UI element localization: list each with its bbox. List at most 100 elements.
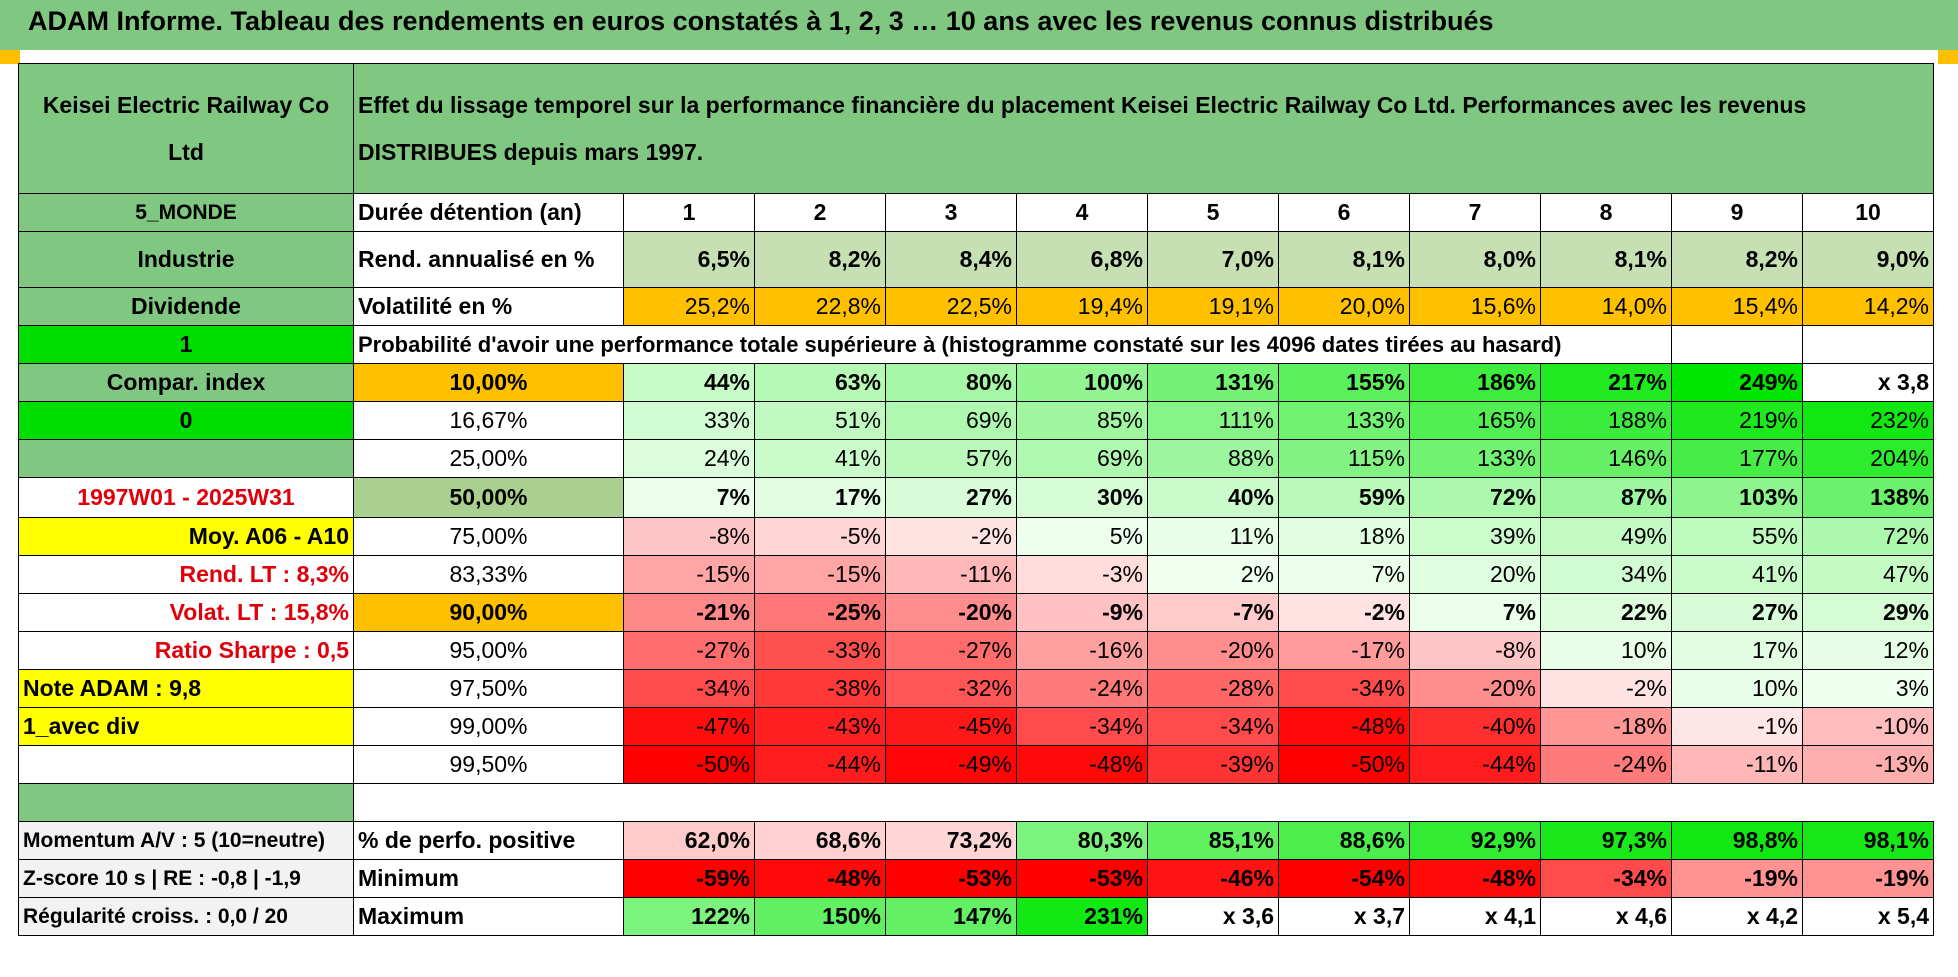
quantile-value: -9% — [1016, 593, 1148, 632]
quantile-value: 63% — [754, 363, 886, 402]
rend-value: 9,0% — [1802, 231, 1934, 288]
year-header: 9 — [1671, 193, 1803, 232]
quantile-value: 131% — [1147, 363, 1279, 402]
quantile-value: -24% — [1540, 745, 1672, 784]
label-momentum: Momentum A/V : 5 (10=neutre) — [18, 821, 354, 860]
quantile-percent: 95,00% — [353, 631, 624, 670]
quantile-percent: 10,00% — [353, 363, 624, 402]
table-body: Keisei Electric Railway Co Ltd Effet du … — [18, 63, 1934, 936]
quantile-value: -24% — [1016, 669, 1148, 708]
quantile-value: -20% — [885, 593, 1017, 632]
quantile-value: 27% — [885, 477, 1017, 518]
page-title: ADAM Informe. Tableau des rendements en … — [28, 6, 1494, 36]
quantile-value: 7% — [1409, 593, 1541, 632]
quantile-value: 80% — [885, 363, 1017, 402]
maximum-value: x 4,2 — [1671, 897, 1803, 936]
quantile-value: 27% — [1671, 593, 1803, 632]
quantile-value: -48% — [1278, 707, 1410, 746]
quantile-value: 51% — [754, 401, 886, 440]
year-header: 7 — [1409, 193, 1541, 232]
label-one: 1 — [18, 325, 354, 364]
quantile-value: -34% — [1147, 707, 1279, 746]
quantile-value: 41% — [1671, 555, 1803, 594]
quantile-value: 57% — [885, 439, 1017, 478]
gap-cell — [354, 784, 1934, 822]
empty-cell — [1671, 325, 1803, 364]
row-label-proba: Probabilité d'avoir une performance tota… — [353, 325, 1672, 364]
quantile-percent: 99,00% — [353, 707, 624, 746]
quantile-value: 55% — [1671, 517, 1803, 556]
quantile-percent: 90,00% — [353, 593, 624, 632]
positive-value: 85,1% — [1147, 821, 1279, 860]
quantile-value: -44% — [754, 745, 886, 784]
quantile-value: 177% — [1671, 439, 1803, 478]
quantile-value: -47% — [623, 707, 755, 746]
label-industrie: Industrie — [18, 231, 354, 288]
quantile-value: 33% — [623, 401, 755, 440]
quantile-value: 138% — [1802, 477, 1934, 518]
quantile-value: -34% — [1016, 707, 1148, 746]
empty-cell — [1802, 325, 1934, 364]
label-sharpe: Ratio Sharpe : 0,5 — [18, 631, 354, 670]
quantile-value: -11% — [885, 555, 1017, 594]
quantile-value: -2% — [1278, 593, 1410, 632]
quantile-value: -2% — [885, 517, 1017, 556]
quantile-value: 133% — [1409, 439, 1541, 478]
row-label-vol: Volatilité en % — [353, 287, 624, 326]
quantile-value: 111% — [1147, 401, 1279, 440]
quantile-value: -20% — [1409, 669, 1541, 708]
quantile-value: -34% — [1278, 669, 1410, 708]
quantile-value: 217% — [1540, 363, 1672, 402]
quantile-value: 24% — [623, 439, 755, 478]
row-label-duree: Durée détention (an) — [353, 193, 624, 232]
year-header: 6 — [1278, 193, 1410, 232]
quantile-value: -5% — [754, 517, 886, 556]
quantile-value: -15% — [754, 555, 886, 594]
positive-value: 88,6% — [1278, 821, 1410, 860]
quantile-value: -8% — [1409, 631, 1541, 670]
positive-value: 97,3% — [1540, 821, 1672, 860]
row-quantile: 99,50% -50% -44% -49% -48% -39% -50% -44% -24% -1… — [18, 745, 1934, 784]
quantile-value: 155% — [1278, 363, 1410, 402]
rend-value: 8,4% — [885, 231, 1017, 288]
minimum-value: -34% — [1540, 859, 1672, 898]
row-label-rend: Rend. annualisé en % — [353, 231, 624, 288]
row-quantile: Moy. A06 - A10 75,00% -8% -5% -2% 5% 11% 18% 39%… — [18, 517, 1934, 556]
row-gap — [18, 783, 1934, 822]
quantile-value: 30% — [1016, 477, 1148, 518]
quantile-value: -10% — [1802, 707, 1934, 746]
quantile-value: 133% — [1278, 401, 1410, 440]
quantile-value: -28% — [1147, 669, 1279, 708]
label-compar: Compar. index — [18, 363, 354, 402]
quantile-value: 29% — [1802, 593, 1934, 632]
quantile-value: x 3,8 — [1802, 363, 1934, 402]
label-note: Note ADAM : 9,8 — [18, 669, 354, 708]
year-header: 10 — [1802, 193, 1934, 232]
positive-value: 80,3% — [1016, 821, 1148, 860]
quantile-value: 39% — [1409, 517, 1541, 556]
maximum-value: x 3,6 — [1147, 897, 1279, 936]
quantile-value: 10% — [1671, 669, 1803, 708]
maximum-value: x 4,6 — [1540, 897, 1672, 936]
table-header-description: Effet du lissage temporel sur la perform… — [353, 63, 1934, 194]
year-header: 2 — [754, 193, 886, 232]
quantile-value: -50% — [1278, 745, 1410, 784]
quantile-value: 18% — [1278, 517, 1410, 556]
quantile-value: 11% — [1147, 517, 1279, 556]
quantile-value: -50% — [623, 745, 755, 784]
quantile-value: 17% — [754, 477, 886, 518]
positive-value: 62,0% — [623, 821, 755, 860]
quantile-value: -17% — [1278, 631, 1410, 670]
label-zero: 0 — [18, 401, 354, 440]
positive-value: 98,1% — [1802, 821, 1934, 860]
positive-value: 68,6% — [754, 821, 886, 860]
row-quantile: Compar. index 10,00% 44% 63% 80% 100% 131% 155%… — [18, 363, 1934, 402]
maximum-value: x 4,1 — [1409, 897, 1541, 936]
rend-value: 7,0% — [1147, 231, 1279, 288]
quantile-value: 69% — [1016, 439, 1148, 478]
row-quantile: Rend. LT : 8,3% 83,33% -15% -15% -11% -3% 2% 7%… — [18, 555, 1934, 594]
year-header: 1 — [623, 193, 755, 232]
title-bar: ADAM Informe. Tableau des rendements en … — [0, 0, 1958, 52]
quantile-value: 47% — [1802, 555, 1934, 594]
minimum-value: -19% — [1802, 859, 1934, 898]
